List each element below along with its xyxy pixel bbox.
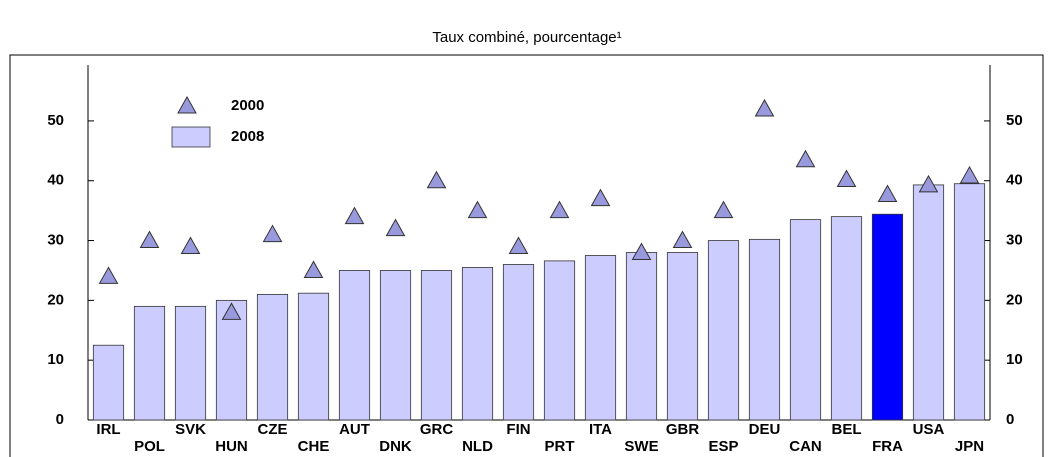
legend-label: 2000 xyxy=(231,97,264,114)
frame xyxy=(9,54,1044,457)
bar xyxy=(420,270,453,421)
bar xyxy=(92,344,125,421)
x-tick-label: CZE xyxy=(258,421,288,438)
y-tick-label: 40 xyxy=(47,172,64,189)
marker-triangle xyxy=(918,174,939,193)
x-tick-label: FRA xyxy=(872,438,903,455)
x-tick-label: GBR xyxy=(666,421,700,438)
bar xyxy=(174,305,207,421)
x-tick-label: BEL xyxy=(832,421,862,438)
x-tick-label: USA xyxy=(913,421,945,438)
bar xyxy=(461,267,494,421)
x-tick-label: ESP xyxy=(708,438,738,455)
marker-triangle xyxy=(139,230,160,249)
x-tick-label: SVK xyxy=(175,421,206,438)
bar xyxy=(256,293,289,421)
marker-triangle xyxy=(98,266,119,284)
bar xyxy=(502,264,535,421)
bar xyxy=(625,252,658,421)
bar xyxy=(543,260,576,421)
chart-title: Taux combiné, pourcentage¹ xyxy=(432,29,621,46)
x-tick-label: FIN xyxy=(506,421,530,438)
marker-triangle xyxy=(221,302,242,320)
x-tick-label: SWE xyxy=(624,438,658,455)
bar xyxy=(707,240,740,421)
bar xyxy=(912,184,945,421)
x-tick-label: POL xyxy=(134,438,165,455)
legend-marker xyxy=(171,126,211,148)
bar xyxy=(871,213,904,421)
bar xyxy=(748,238,781,421)
x-tick-label: AUT xyxy=(339,421,370,438)
legend-marker xyxy=(177,95,197,114)
y-tick-label: 30 xyxy=(47,232,64,249)
marker-triangle xyxy=(180,236,201,255)
x-tick-label: GRC xyxy=(420,421,454,438)
x-tick-label: CAN xyxy=(789,438,822,455)
y-tick-label: 20 xyxy=(47,291,64,308)
x-tick-label: PRT xyxy=(545,438,575,455)
y-tick-label: 0 xyxy=(56,411,64,428)
y2-tick-label: 30 xyxy=(1006,232,1023,249)
marker-triangle xyxy=(508,236,529,255)
marker-triangle xyxy=(713,200,734,219)
marker-triangle xyxy=(590,188,611,207)
marker-triangle xyxy=(303,260,324,278)
bar xyxy=(133,305,166,421)
bar xyxy=(297,292,330,421)
x-tick-label: CHE xyxy=(298,438,330,455)
x-tick-label: ITA xyxy=(589,421,612,438)
marker-triangle xyxy=(754,98,775,117)
marker-triangle xyxy=(549,200,570,219)
y-tick-label: 50 xyxy=(47,112,64,129)
x-tick-label: DEU xyxy=(749,421,781,438)
bar xyxy=(666,252,699,421)
marker-triangle xyxy=(959,165,980,184)
bar xyxy=(338,270,371,421)
y-tick-label: 10 xyxy=(47,351,64,368)
marker-triangle xyxy=(836,169,857,188)
marker-triangle xyxy=(385,218,406,237)
marker-triangle xyxy=(426,170,447,189)
marker-triangle xyxy=(672,230,693,249)
legend-label: 2008 xyxy=(231,128,264,145)
marker-triangle xyxy=(467,200,488,219)
y2-tick-label: 50 xyxy=(1006,112,1023,129)
y2-tick-label: 0 xyxy=(1006,411,1014,428)
bar xyxy=(789,219,822,421)
bar xyxy=(953,183,986,421)
x-tick-label: HUN xyxy=(215,438,248,455)
x-tick-label: NLD xyxy=(462,438,493,455)
marker-triangle xyxy=(877,184,898,202)
x-tick-label: JPN xyxy=(955,438,984,455)
marker-triangle xyxy=(795,149,816,168)
bar xyxy=(379,270,412,421)
x-tick-label: IRL xyxy=(96,421,120,438)
bar xyxy=(584,255,617,421)
y2-tick-label: 20 xyxy=(1006,291,1023,308)
bar xyxy=(830,216,863,421)
y2-tick-label: 40 xyxy=(1006,172,1023,189)
marker-triangle xyxy=(262,224,283,243)
bar xyxy=(215,299,248,421)
y2-tick-label: 10 xyxy=(1006,351,1023,368)
marker-triangle xyxy=(631,242,652,261)
x-tick-label: DNK xyxy=(379,438,412,455)
marker-triangle xyxy=(344,206,365,225)
